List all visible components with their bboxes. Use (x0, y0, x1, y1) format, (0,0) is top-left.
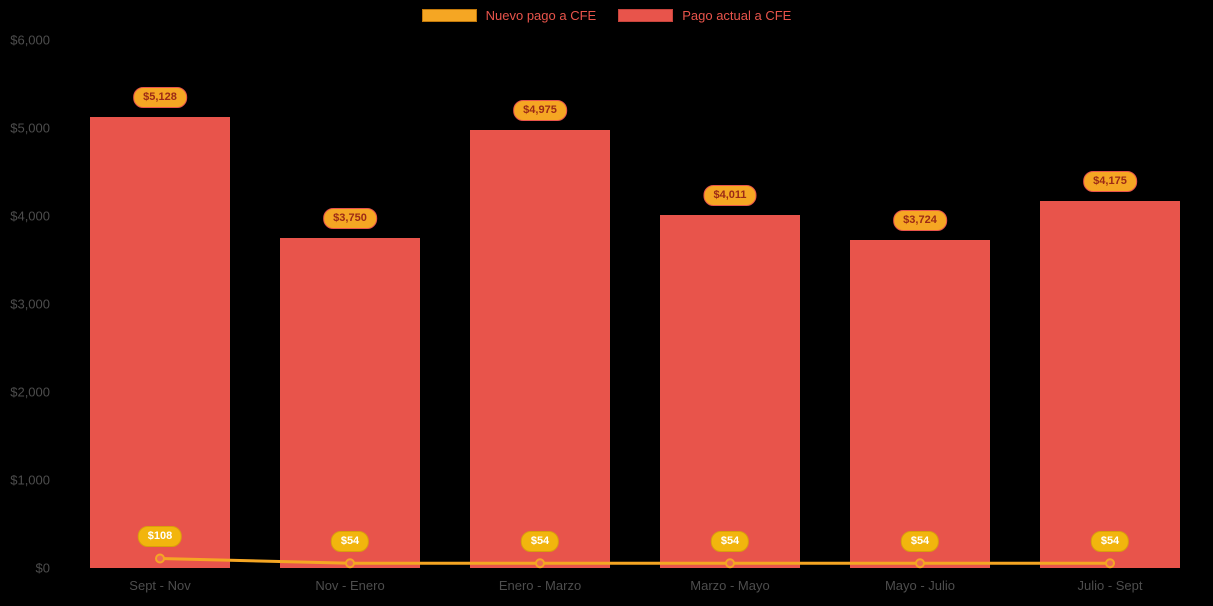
y-axis-tick-label: $1,000 (10, 472, 50, 488)
bar-value-label: $5,128 (133, 86, 187, 108)
line-point[interactable] (345, 558, 355, 569)
line-value-label: $108 (137, 526, 183, 548)
x-axis-category-label: Marzo - Mayo (690, 578, 770, 593)
bar-pago-actual[interactable] (660, 215, 800, 568)
x-axis-category-label: Enero - Marzo (498, 578, 582, 593)
legend-swatch-nuevo-pago-icon (421, 9, 477, 22)
line-point[interactable] (915, 558, 925, 569)
line-value-label: $54 (710, 531, 750, 553)
legend-item-pago-actual[interactable]: Pago actual a CFE (618, 8, 791, 23)
line-path (159, 556, 1110, 565)
y-axis-tick-label: $3,000 (10, 296, 50, 312)
x-axis-category-label: Julio - Sept (1077, 578, 1143, 593)
line-value-label: $54 (520, 531, 560, 553)
line-value-label: $54 (1090, 531, 1130, 553)
line-value-label: $54 (900, 531, 940, 553)
bar-pago-actual[interactable] (850, 240, 990, 568)
y-axis-tick-label: $6,000 (10, 32, 50, 48)
bar-value-label: $4,011 (703, 185, 757, 207)
y-axis-tick-label: $5,000 (10, 120, 50, 136)
bar-value-label: $4,175 (1083, 170, 1137, 192)
y-axis-tick-label: $4,000 (10, 208, 50, 224)
line-point[interactable] (155, 553, 165, 564)
bar-pago-actual[interactable] (90, 116, 230, 568)
legend-label-pago-actual: Pago actual a CFE (682, 8, 792, 23)
bar-pago-actual[interactable] (1040, 200, 1180, 568)
bar-pago-actual[interactable] (280, 238, 420, 568)
legend: Nuevo pago a CFE Pago actual a CFE (0, 8, 1213, 23)
line-point[interactable] (725, 558, 735, 569)
bar-value-label: $3,724 (893, 210, 947, 232)
legend-swatch-pago-actual-icon (618, 9, 674, 22)
legend-item-nuevo-pago[interactable]: Nuevo pago a CFE (421, 8, 597, 23)
line-value-label: $54 (330, 531, 370, 553)
line-point[interactable] (535, 558, 545, 569)
bar-value-label: $3,750 (323, 208, 377, 229)
x-axis-category-label: Sept - Nov (129, 578, 191, 593)
x-axis-category-label: Nov - Enero (315, 578, 385, 593)
y-axis-tick-label: $2,000 (10, 384, 50, 400)
legend-label-nuevo-pago: Nuevo pago a CFE (485, 8, 597, 23)
bar-pago-actual[interactable] (470, 130, 610, 568)
bar-value-label: $4,975 (513, 100, 567, 122)
x-axis-category-label: Mayo - Julio (884, 578, 956, 593)
line-point[interactable] (1105, 558, 1115, 569)
y-axis-tick-label: $0 (35, 560, 50, 576)
